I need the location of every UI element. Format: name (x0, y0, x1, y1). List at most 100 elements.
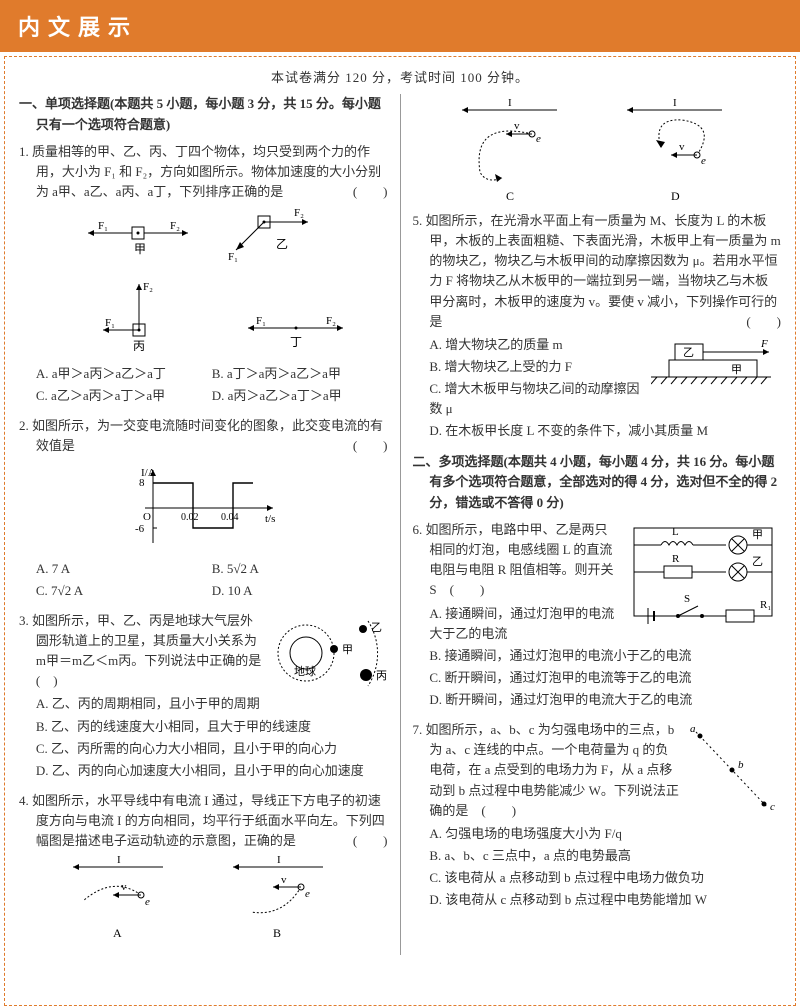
svg-text:F₁: F₁ (228, 251, 238, 263)
q1-figure: F₁ F₂ 甲 F₂ F₁ 乙 (19, 208, 388, 358)
q5-opt-d: D. 在木板甲长度 L 不变的条件下，减小其质量 M (429, 421, 781, 441)
q3-text: 3. 如图所示，甲、乙、丙是地球大气层外圆形轨道上的卫星，其质量大小关系为 m甲… (19, 613, 261, 668)
q2-opt-a: A. 7 A (36, 559, 212, 579)
svg-text:a: a (690, 723, 696, 735)
svg-text:D: D (671, 189, 680, 203)
q4-svg-cd: I v e C I (437, 100, 757, 205)
q1-opt-c: C. a乙＞a丙＞a丁＞a甲 (36, 386, 212, 406)
svg-text:丁: 丁 (290, 335, 302, 349)
question-1: 1. 质量相等的甲、乙、丙、丁四个物体，均只受到两个力的作用，大小为 F₁ 和 … (19, 142, 388, 409)
svg-text:O: O (143, 511, 151, 523)
q6-opt-c: C. 断开瞬间，通过灯泡甲的电流等于乙的电流 (429, 668, 781, 688)
svg-text:I: I (117, 854, 121, 866)
svg-text:t/s: t/s (265, 513, 275, 525)
svg-text:-6: -6 (135, 523, 145, 535)
q3-opt-d: D. 乙、丙的向心加速度大小相同，且小于甲的向心加速度 (36, 761, 388, 781)
header-banner: 内文展示 (0, 0, 800, 52)
svg-text:F₂: F₂ (143, 281, 153, 293)
exam-info: 本试卷满分 120 分，考试时间 100 分钟。 (19, 67, 781, 86)
q6-text: 6. 如图所示，电路中甲、乙是两只相同的灯泡，电感线圈 L 的直流电阻与电阻 R… (413, 522, 614, 597)
svg-text:A: A (113, 926, 122, 940)
question-6: L 甲 R 乙 (413, 520, 782, 712)
q3-svg: 甲 乙 丙 地球 (268, 611, 388, 696)
page-container: 本试卷满分 120 分，考试时间 100 分钟。 一、单项选择题(本题共 5 小… (4, 56, 796, 1006)
answer-paren: ( ) (370, 436, 388, 456)
svg-text:R: R (672, 553, 680, 565)
svg-text:乙: 乙 (683, 346, 694, 359)
svg-text:F₂: F₂ (170, 220, 180, 232)
svg-text:F₁: F₁ (256, 315, 266, 327)
svg-text:v: v (514, 120, 520, 132)
section-1-title: 一、单项选择题(本题共 5 小题，每小题 3 分，共 15 分。每小题只有一个选… (19, 94, 388, 136)
q4-figure-cd: I v e C I (413, 100, 782, 205)
svg-text:丙: 丙 (376, 670, 387, 682)
svg-text:甲: 甲 (342, 644, 353, 656)
q7-svg: a b c (686, 720, 781, 820)
q1-opt-b: B. a丁＞a丙＞a乙＞a甲 (212, 364, 388, 384)
svg-text:C: C (506, 189, 514, 203)
svg-text:F: F (760, 338, 768, 350)
svg-text:乙: 乙 (371, 621, 382, 634)
svg-text:甲: 甲 (731, 364, 742, 376)
q1-svg: F₁ F₂ 甲 F₂ F₁ 乙 (48, 208, 358, 358)
answer-paren: ( ) (370, 182, 388, 202)
svg-text:S: S (684, 593, 690, 605)
columns: 一、单项选择题(本题共 5 小题，每小题 3 分，共 15 分。每小题只有一个选… (19, 94, 781, 955)
q2-opt-b: B. 5√2 A (212, 559, 388, 579)
svg-text:R₁: R₁ (760, 599, 771, 611)
q5-svg: 乙 甲 F (651, 332, 781, 387)
q2-opt-c: C. 7√2 A (36, 581, 212, 601)
q2-opt-d: D. 10 A (212, 581, 388, 601)
question-2: 2. 如图所示，为一交变电流随时间变化的图象，此交变电流的有效值是( ) I/A… (19, 416, 388, 603)
q4-figure-ab: I v e A I (19, 857, 388, 947)
question-7: a b c 7. 如图所示，a、b、c 为匀强电场中的三点，b 为 a、c 连线… (413, 720, 782, 912)
svg-text:丙: 丙 (133, 339, 145, 353)
q6-opt-b: B. 接通瞬间，通过灯泡甲的电流小于乙的电流 (429, 646, 781, 666)
svg-text:e: e (145, 896, 150, 908)
question-3: 甲 乙 丙 地球 3. 如图所示，甲、乙、丙是地球大气层外圆形轨道上的卫星，其质… (19, 611, 388, 783)
svg-text:8: 8 (139, 477, 145, 489)
section-2-title: 二、多项选择题(本题共 4 小题，每小题 4 分，共 16 分。每小题有多个选项… (413, 452, 782, 514)
q1-opt-d: D. a丙＞a乙＞a丁＞a甲 (212, 386, 388, 406)
svg-text:L: L (672, 526, 679, 538)
svg-text:甲: 甲 (134, 242, 146, 256)
svg-text:e: e (701, 155, 706, 167)
svg-text:I: I (508, 97, 512, 109)
q7-text: 7. 如图所示，a、b、c 为匀强电场中的三点，b 为 a、c 连线的中点。一个… (413, 722, 679, 818)
q7-opt-c: C. 该电荷从 a 点移动到 b 点过程中电场力做负功 (429, 868, 781, 888)
svg-text:B: B (273, 926, 281, 940)
q2-figure: I/A t/s O 8 -6 0.02 0.04 (19, 463, 388, 553)
svg-text:b: b (738, 759, 744, 771)
svg-text:甲: 甲 (752, 529, 763, 541)
q6-svg: L 甲 R 乙 (626, 520, 781, 625)
svg-text:乙: 乙 (276, 237, 288, 251)
q3-opt-c: C. 乙、丙所需的向心力大小相同，且小于甲的向心力 (36, 739, 388, 759)
svg-text:乙: 乙 (752, 555, 763, 568)
svg-text:0.04: 0.04 (221, 512, 239, 523)
q2-svg: I/A t/s O 8 -6 0.02 0.04 (113, 463, 293, 553)
left-column: 一、单项选择题(本题共 5 小题，每小题 3 分，共 15 分。每小题只有一个选… (19, 94, 388, 955)
svg-text:e: e (305, 888, 310, 900)
q3-opt-b: B. 乙、丙的线速度大小相同，且大于甲的线速度 (36, 717, 388, 737)
right-column: I v e C I (400, 94, 782, 955)
q1-opt-a: A. a甲＞a丙＞a乙＞a丁 (36, 364, 212, 384)
q6-opt-d: D. 断开瞬间，通过灯泡甲的电流大于乙的电流 (429, 690, 781, 710)
q7-opt-b: B. a、b、c 三点中，a 点的电势最高 (429, 846, 781, 866)
q2-text: 2. 如图所示，为一交变电流随时间变化的图象，此交变电流的有效值是 (19, 418, 383, 453)
svg-text:F₂: F₂ (326, 315, 336, 327)
svg-text:v: v (679, 141, 685, 153)
q7-figure: a b c (686, 720, 781, 826)
svg-text:0.02: 0.02 (181, 512, 199, 523)
question-4: 4. 如图所示，水平导线中有电流 I 通过，导线正下方电子的初速度方向与电流 I… (19, 791, 388, 947)
q5-text: 5. 如图所示，在光滑水平面上有一质量为 M、长度为 L 的木板甲，木板的上表面… (413, 213, 781, 329)
svg-text:地球: 地球 (294, 664, 316, 678)
svg-text:e: e (536, 133, 541, 145)
q5-figure: 乙 甲 F (651, 332, 781, 393)
q4-svg-ab: I v e A I (43, 857, 363, 947)
question-5: 5. 如图所示，在光滑水平面上有一质量为 M、长度为 L 的木板甲，木板的上表面… (413, 211, 782, 444)
svg-text:v: v (121, 881, 127, 893)
q4-text: 4. 如图所示，水平导线中有电流 I 通过，导线正下方电子的初速度方向与电流 I… (19, 793, 385, 848)
svg-text:c: c (770, 801, 775, 813)
svg-text:F₁: F₁ (105, 317, 115, 329)
q1-text: 1. 质量相等的甲、乙、丙、丁四个物体，均只受到两个力的作用，大小为 F₁ 和 … (19, 144, 381, 199)
